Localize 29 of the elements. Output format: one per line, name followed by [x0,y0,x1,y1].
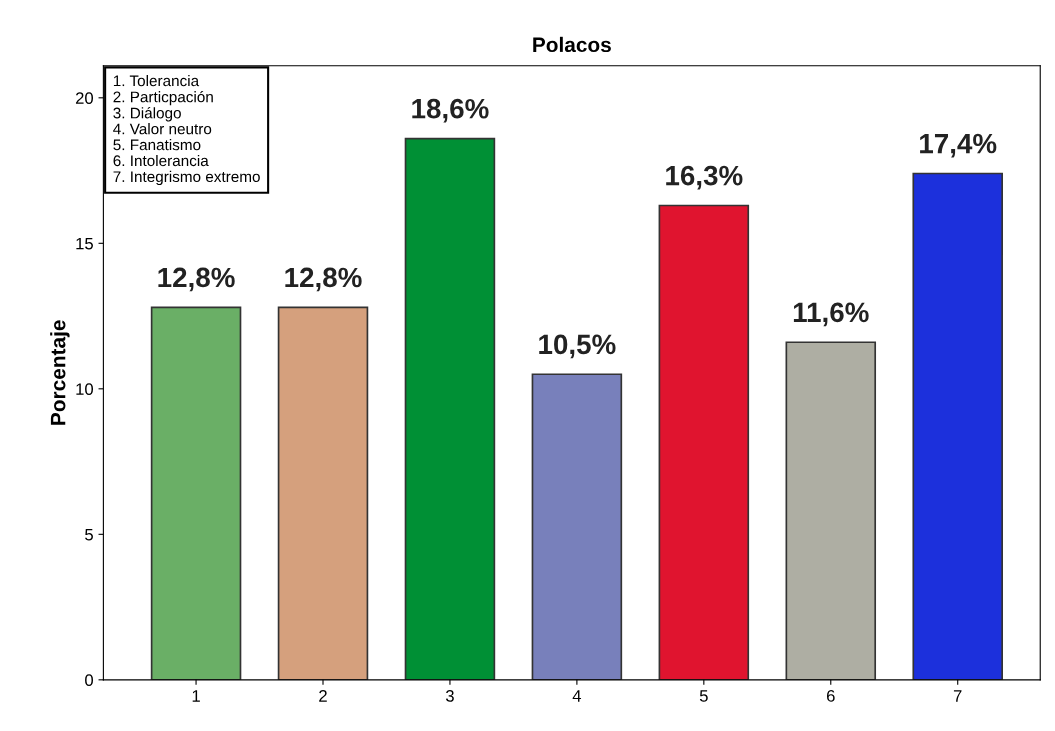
data-label: 12,8% [285,267,362,292]
y-tick-label: 15 [76,237,93,250]
annotation: 1. Tolerancia 2. Particpación 3. Diálogo 4. Valor neutro 5. Fanatismo 6. Intolerancia 7. Integrismo extremo [113,75,260,186]
data-label: 16,3% [666,165,743,190]
x-tick-label: 1 [192,690,200,702]
bar [277,306,369,680]
data-label: 11,6% [793,302,869,327]
bar [785,341,877,680]
data-label: 12,8% [158,267,235,292]
bar [404,137,496,680]
x-tick-label: 7 [953,690,962,702]
bar [658,204,750,680]
x-tick-label: 6 [826,689,835,702]
y-tick-label: 0 [85,674,94,687]
y-axis-title: Porcentaje [50,320,70,425]
x-tick-label: 5 [699,690,708,702]
bar [531,373,623,680]
x-tick-label: 3 [445,689,454,702]
data-label: 10,5% [539,334,616,359]
bar [150,306,242,680]
y-tick-label: 5 [85,528,93,541]
data-label: 17,4% [920,133,997,158]
x-tick-label: 2 [319,689,327,702]
y-tick-label: 20 [75,92,94,104]
x-tick-label: 4 [572,690,582,702]
data-label: 18,6% [412,98,489,123]
y-tick-label: 10 [76,383,94,396]
chart-title: Polacos [533,36,611,53]
bar [912,172,1003,680]
